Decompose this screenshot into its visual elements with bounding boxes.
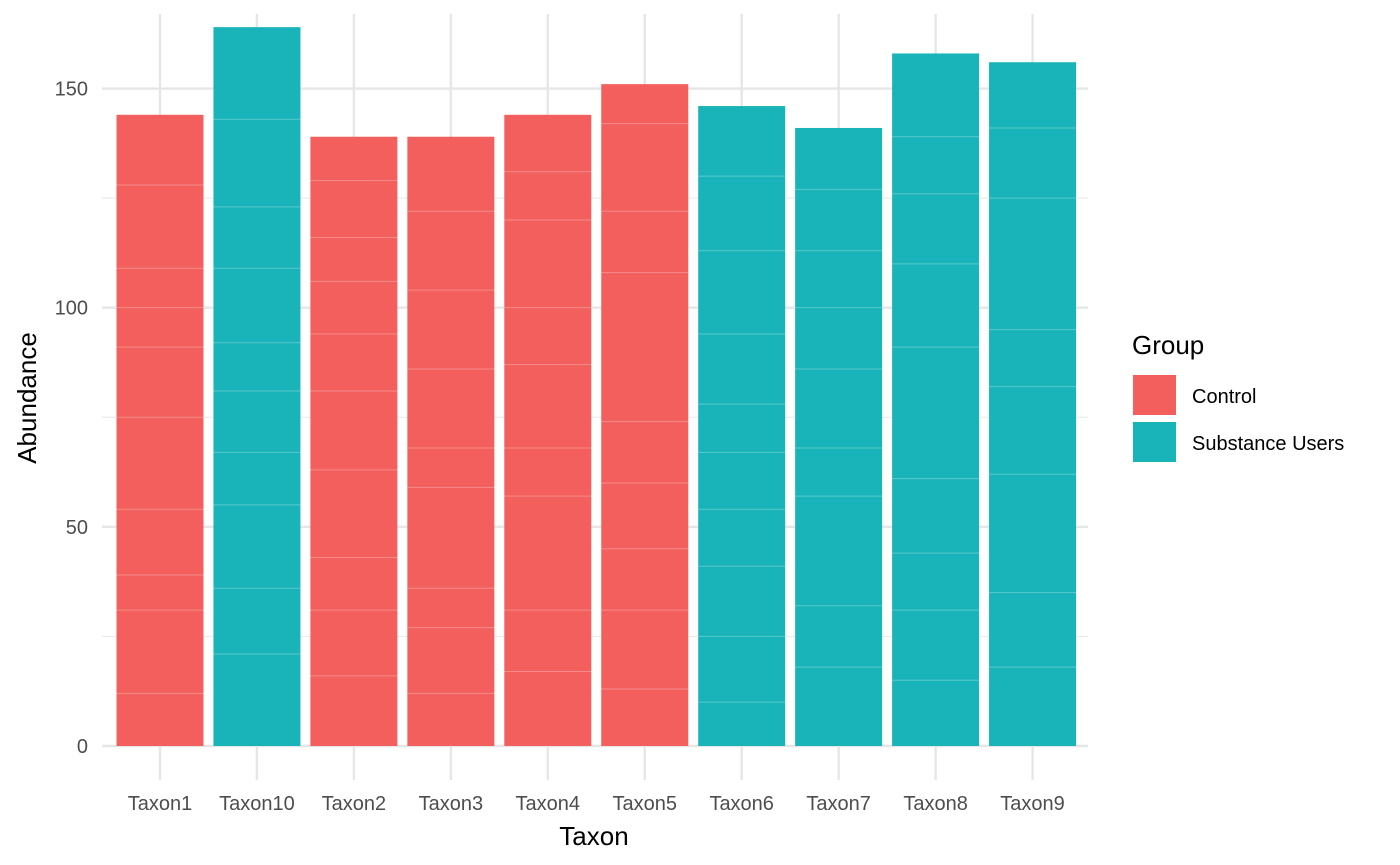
bar-rect [213, 27, 301, 746]
x-tick-label: Taxon8 [903, 793, 968, 815]
x-tick-label: Taxon10 [219, 793, 295, 815]
bar-rect [601, 84, 689, 747]
bar-rect [116, 114, 204, 746]
x-tick-label: Taxon7 [806, 793, 871, 815]
legend-label-control: Control [1192, 386, 1256, 408]
bar-taxon2 [310, 136, 398, 747]
bar-taxon4 [504, 114, 592, 746]
y-tick-label: 150 [55, 79, 88, 101]
bar-rect [698, 106, 786, 746]
bars [116, 27, 1077, 747]
y-tick-label: 0 [77, 736, 88, 758]
bar-rect [795, 127, 883, 747]
bar-taxon5 [601, 84, 689, 747]
x-tick-label: Taxon4 [516, 793, 581, 815]
x-tick-label: Taxon5 [613, 793, 678, 815]
legend-swatch-control [1133, 375, 1176, 415]
bar-rect [504, 114, 592, 746]
y-axis-title: Abundance [12, 332, 42, 464]
x-axis-title: Taxon [559, 821, 628, 851]
bar-rect [407, 136, 495, 747]
y-tick-label: 100 [55, 298, 88, 320]
x-tick-label: Taxon1 [128, 793, 193, 815]
bar-taxon9 [989, 62, 1077, 746]
tick-labels: 0 50 100 150 Taxon1 Taxon10 Taxon2 Taxon3 Taxon4… [55, 79, 1065, 815]
legend: Group Control Substance Users [1132, 330, 1344, 462]
bar-taxon3 [407, 136, 495, 747]
bar-taxon8 [892, 53, 980, 747]
legend-title: Group [1132, 330, 1204, 360]
legend-swatch-substance-users [1133, 422, 1176, 462]
bar-taxon6 [698, 106, 786, 746]
legend-label-substance-users: Substance Users [1192, 433, 1344, 455]
bar-taxon10 [213, 27, 301, 746]
y-tick-label: 50 [66, 517, 88, 539]
x-tick-label: Taxon9 [1000, 793, 1065, 815]
bar-taxon1 [116, 114, 204, 746]
bar-rect [989, 62, 1077, 746]
bar-rect [310, 136, 398, 747]
bar-rect [892, 53, 980, 747]
x-tick-label: Taxon6 [709, 793, 774, 815]
x-tick-label: Taxon2 [322, 793, 387, 815]
bar-taxon7 [795, 127, 883, 747]
x-tick-label: Taxon3 [419, 793, 484, 815]
